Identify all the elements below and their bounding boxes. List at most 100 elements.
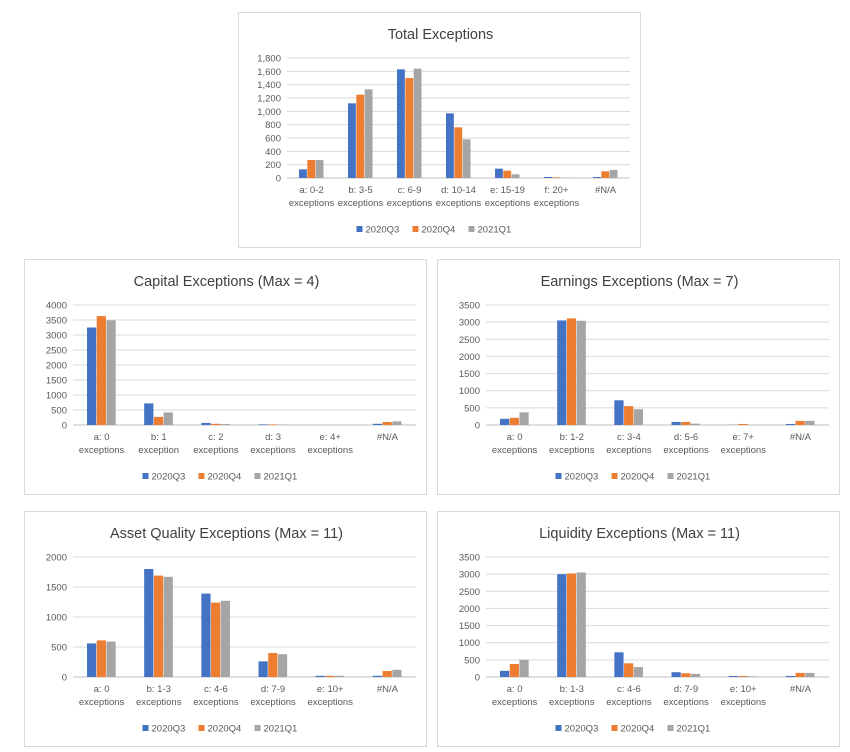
legend-swatch [142,473,149,479]
legend-swatch [356,226,363,232]
y-tick-label: 2000 [46,361,67,372]
chart-asset-quality-exceptions: Asset Quality Exceptions (Max = 11) 0 500 1… [46,526,416,735]
bar-2020q4 [503,170,512,178]
bar-2021q1 [315,160,324,178]
x-category-label: c: 2 [208,432,223,443]
legend-swatch [667,473,674,479]
x-category-label: c: 4-6 [204,684,228,695]
legend-item: 2020Q4 [611,724,654,735]
y-tick-label: 2500 [459,335,480,346]
y-tick-label: 3500 [459,301,480,312]
bar-2020q3 [500,670,510,677]
bar-2020q4 [624,406,634,425]
y-tick-label: 1,400 [257,80,281,91]
y-tick-label: 1,800 [257,54,281,65]
bar-2020q4 [681,421,691,425]
x-category-label: exceptions [663,697,709,708]
bar-2020q4 [382,422,392,425]
legend-label: 2020Q3 [565,472,599,483]
y-tick-label: 1,600 [257,67,281,78]
legend-item: 2021Q1 [254,724,298,735]
x-category-label: b: 1-3 [560,684,584,695]
x-category-label: b: 1-3 [147,684,171,695]
legend-item: 2020Q4 [412,225,455,236]
y-tick-label: 1500 [459,621,480,632]
bar-2021q1 [392,669,402,677]
legend-item: 2021Q1 [468,225,511,236]
legend-swatch [667,725,674,731]
y-tick-label: 3500 [459,553,480,564]
y-tick-label: 400 [265,147,281,158]
bar-2020q4 [509,663,519,677]
y-tick-label: 2500 [459,587,480,598]
y-tick-label: 500 [51,406,67,417]
y-tick-label: 0 [62,673,67,684]
legend-item: 2020Q3 [555,724,598,735]
bar-2020q3 [258,424,268,425]
bar-2020q4 [795,420,805,425]
y-tick-label: 0 [62,421,67,432]
bar-2021q1 [576,572,586,677]
bar-2021q1 [163,576,173,677]
y-tick-label: 3000 [459,570,480,581]
legend-swatch [611,473,618,479]
bar-2021q1 [805,672,815,677]
legend-swatch [468,226,475,232]
x-category-label: a: 0 [94,684,110,695]
x-category-label: exceptions [250,445,296,456]
y-tick-label: 2000 [459,352,480,363]
bar-2020q4 [566,573,577,677]
chart-title: Liquidity Exceptions (Max = 11) [539,526,740,542]
bar-2020q4 [624,663,634,677]
bar-2021q1 [609,170,618,178]
x-category-label: d: 10-14 [441,185,476,196]
bar-2020q3 [671,421,681,425]
legend-swatch [198,473,205,479]
legend-swatch [555,725,562,731]
x-category-label: exceptions [485,198,531,209]
bar-2020q4 [153,416,164,425]
y-tick-label: 0 [475,673,480,684]
bar-2020q4 [405,78,414,178]
x-category-label: a: 0 [94,432,110,443]
bar-2020q4 [96,640,106,677]
bar-2020q3 [315,675,325,677]
bar-2020q4 [552,177,561,178]
x-category-label: exceptions [492,697,538,708]
x-category-label: exceptions [79,445,125,456]
y-tick-label: 1000 [459,386,480,397]
x-category-label: #N/A [790,684,812,695]
legend-label: 2021Q1 [264,724,298,735]
bar-2020q3 [144,403,154,425]
y-tick-label: 3000 [46,331,67,342]
y-tick-label: 800 [265,120,281,131]
legend-label: 2020Q3 [366,225,400,236]
legend-item: 2020Q3 [356,225,400,236]
bar-2020q3 [87,327,97,425]
bar-2020q3 [593,177,601,178]
x-category-label: d: 5-6 [674,432,698,443]
bar-2020q3 [614,400,624,425]
bar-2021q1 [364,89,373,178]
chart-total-exceptions: Total Exceptions 0 200 400 600 800 1,000 1,200 1… [257,27,630,236]
bar-2020q4 [795,672,805,677]
bar-2021q1 [392,421,402,425]
y-tick-label: 2000 [459,604,480,615]
bar-2020q3 [728,675,738,677]
bar-2021q1 [106,641,116,677]
y-tick-label: 500 [464,403,480,414]
legend-swatch [555,473,562,479]
y-tick-label: 500 [464,655,480,666]
bar-2021q1 [106,320,116,425]
y-tick-label: 1000 [46,391,67,402]
legend-swatch [254,473,261,479]
legend-item: 2021Q1 [667,472,710,483]
bar-2021q1 [519,412,529,425]
bar-2020q4 [738,675,748,677]
bar-2020q4 [681,673,691,677]
legend-item: 2020Q3 [555,472,599,483]
y-tick-label: 3500 [46,316,67,327]
y-tick-label: 200 [265,160,281,171]
x-category-label: exceptions [193,697,239,708]
legend-item: 2021Q1 [667,724,710,735]
